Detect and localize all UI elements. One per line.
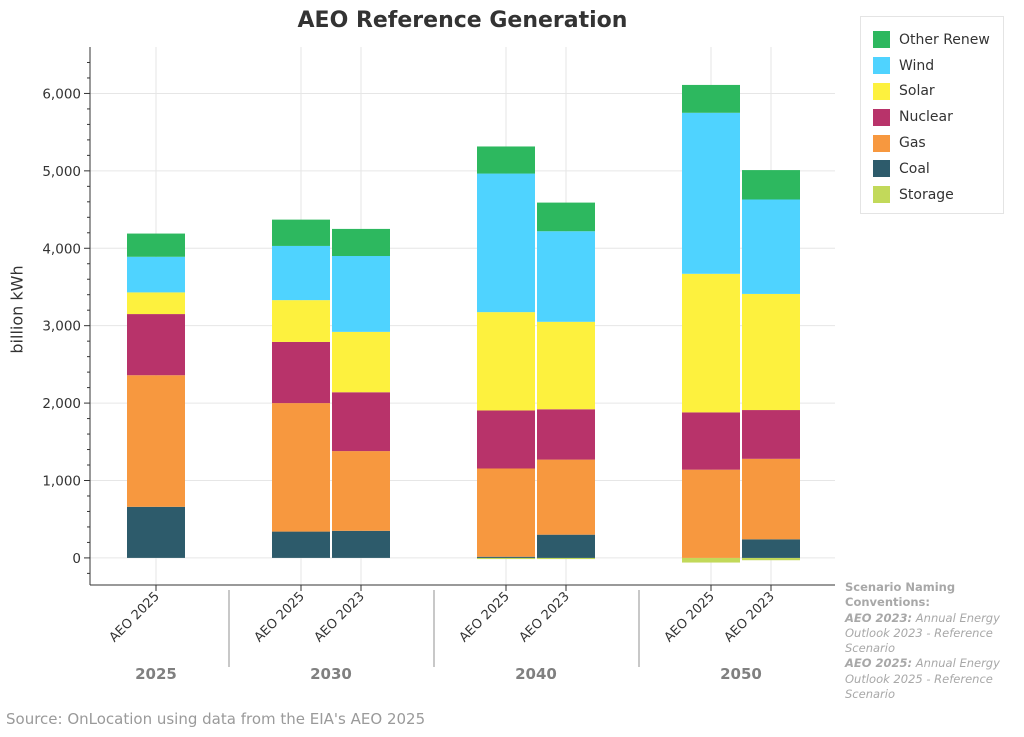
legend-label: Solar [899, 83, 935, 100]
x-tick-label: AEO 2025 [252, 589, 308, 645]
bar-segment [332, 392, 390, 452]
group-label: 2050 [720, 665, 762, 683]
bar-segment [127, 314, 185, 376]
notes-aeo2023: AEO 2023: Annual Energy Outlook 2023 - R… [845, 611, 1020, 657]
bar-segment [537, 321, 595, 410]
bar-segment [332, 530, 390, 558]
legend-label: Wind [899, 57, 935, 74]
bar-segment [477, 173, 535, 313]
x-tick-label: AEO 2023 [722, 589, 778, 645]
legend-item-gas[interactable]: Gas [873, 130, 1003, 156]
bar-segment [477, 146, 535, 174]
bar-segment [742, 458, 800, 540]
bar-segment [537, 409, 595, 460]
scenario-notes: Scenario Naming Conventions: AEO 2023: A… [845, 580, 1020, 702]
legend-label: Other Renew [899, 31, 990, 48]
bar-segment [477, 468, 535, 557]
notes-heading: Scenario Naming Conventions: [845, 580, 956, 610]
bar-segment [537, 459, 595, 535]
bar-segment [127, 292, 185, 315]
bar-segment [537, 557, 595, 560]
legend-label: Coal [899, 160, 930, 177]
bar-segment [332, 331, 390, 393]
chart-title: AEO Reference Generation [297, 8, 628, 33]
bar-segment [742, 539, 800, 558]
bar-segment [742, 557, 800, 561]
bar-segment [742, 170, 800, 200]
legend-swatch [873, 57, 890, 75]
group-label: 2040 [515, 665, 557, 683]
legend-swatch [873, 31, 890, 49]
legend-item-solar[interactable]: Solar [873, 79, 1003, 105]
notes-aeo2025-text: Annual Energy Outlook 2025 - Reference S… [845, 656, 1000, 702]
bar-segment [682, 84, 740, 113]
legend-label: Nuclear [899, 109, 953, 126]
x-tick-label: AEO 2023 [312, 589, 368, 645]
bar-segment [682, 557, 740, 563]
y-tick-label: 6,000 [42, 86, 81, 102]
y-tick-label: 3,000 [42, 319, 81, 335]
x-tick-label: AEO 2025 [457, 589, 513, 645]
bar-segment [477, 557, 535, 560]
legend: Other Renew Wind Solar Nuclear Gas Coal … [860, 16, 1004, 214]
bar-segment [682, 412, 740, 470]
group-label: 2030 [310, 665, 352, 683]
bar-segment [272, 403, 330, 532]
y-tick-label: 2,000 [42, 396, 81, 412]
x-tick-label: AEO 2023 [517, 589, 573, 645]
y-tick-label: 4,000 [42, 241, 81, 257]
bar-segment [477, 312, 535, 411]
bar-segment [127, 256, 185, 293]
bar-segment [127, 506, 185, 558]
bar-segment [272, 300, 330, 342]
y-tick-label: 0 [72, 551, 81, 567]
bar-segment [682, 112, 740, 274]
legend-swatch [873, 134, 890, 152]
legend-item-other-renew[interactable]: Other Renew [873, 27, 1003, 53]
legend-item-coal[interactable]: Coal [873, 156, 1003, 182]
bar-segment [742, 199, 800, 294]
y-tick-label: 1,000 [42, 473, 81, 489]
bar-segment [272, 219, 330, 246]
legend-swatch [873, 82, 890, 100]
bar-segment [537, 534, 595, 558]
legend-swatch [873, 186, 890, 204]
bar-segment [332, 228, 390, 257]
legend-item-storage[interactable]: Storage [873, 182, 1003, 208]
notes-aeo2025: AEO 2025: Annual Energy Outlook 2025 - R… [845, 656, 1020, 702]
x-tick-label: AEO 2025 [662, 589, 718, 645]
bar-segment [127, 375, 185, 507]
legend-label: Storage [899, 186, 954, 203]
bar-segment [742, 293, 800, 411]
notes-aeo2023-term: AEO 2023: [845, 610, 913, 625]
legend-label: Gas [899, 135, 926, 152]
legend-swatch [873, 108, 890, 126]
bar-segment [477, 410, 535, 469]
source-note: Source: OnLocation using data from the E… [6, 710, 426, 728]
bar-segment [272, 531, 330, 558]
bar-segment [272, 341, 330, 404]
bar-segment [742, 410, 800, 459]
legend-item-wind[interactable]: Wind [873, 53, 1003, 79]
bar-segment [127, 233, 185, 257]
notes-aeo2025-term: AEO 2025: [845, 656, 913, 671]
bar-segment [537, 231, 595, 322]
legend-swatch [873, 160, 890, 178]
bar-segment [332, 256, 390, 332]
bar-segment [537, 202, 595, 232]
y-axis-label: billion kWh [7, 265, 27, 354]
group-label: 2025 [135, 665, 177, 683]
notes-aeo2023-text: Annual Energy Outlook 2023 - Reference S… [845, 610, 1000, 656]
x-tick-label: AEO 2025 [107, 589, 163, 645]
bar-segment [332, 451, 390, 531]
legend-item-nuclear[interactable]: Nuclear [873, 104, 1003, 130]
bar-segment [477, 556, 535, 558]
bar-segment [272, 245, 330, 301]
bar-segment [682, 469, 740, 558]
y-tick-label: 5,000 [42, 164, 81, 180]
bar-segment [682, 273, 740, 413]
